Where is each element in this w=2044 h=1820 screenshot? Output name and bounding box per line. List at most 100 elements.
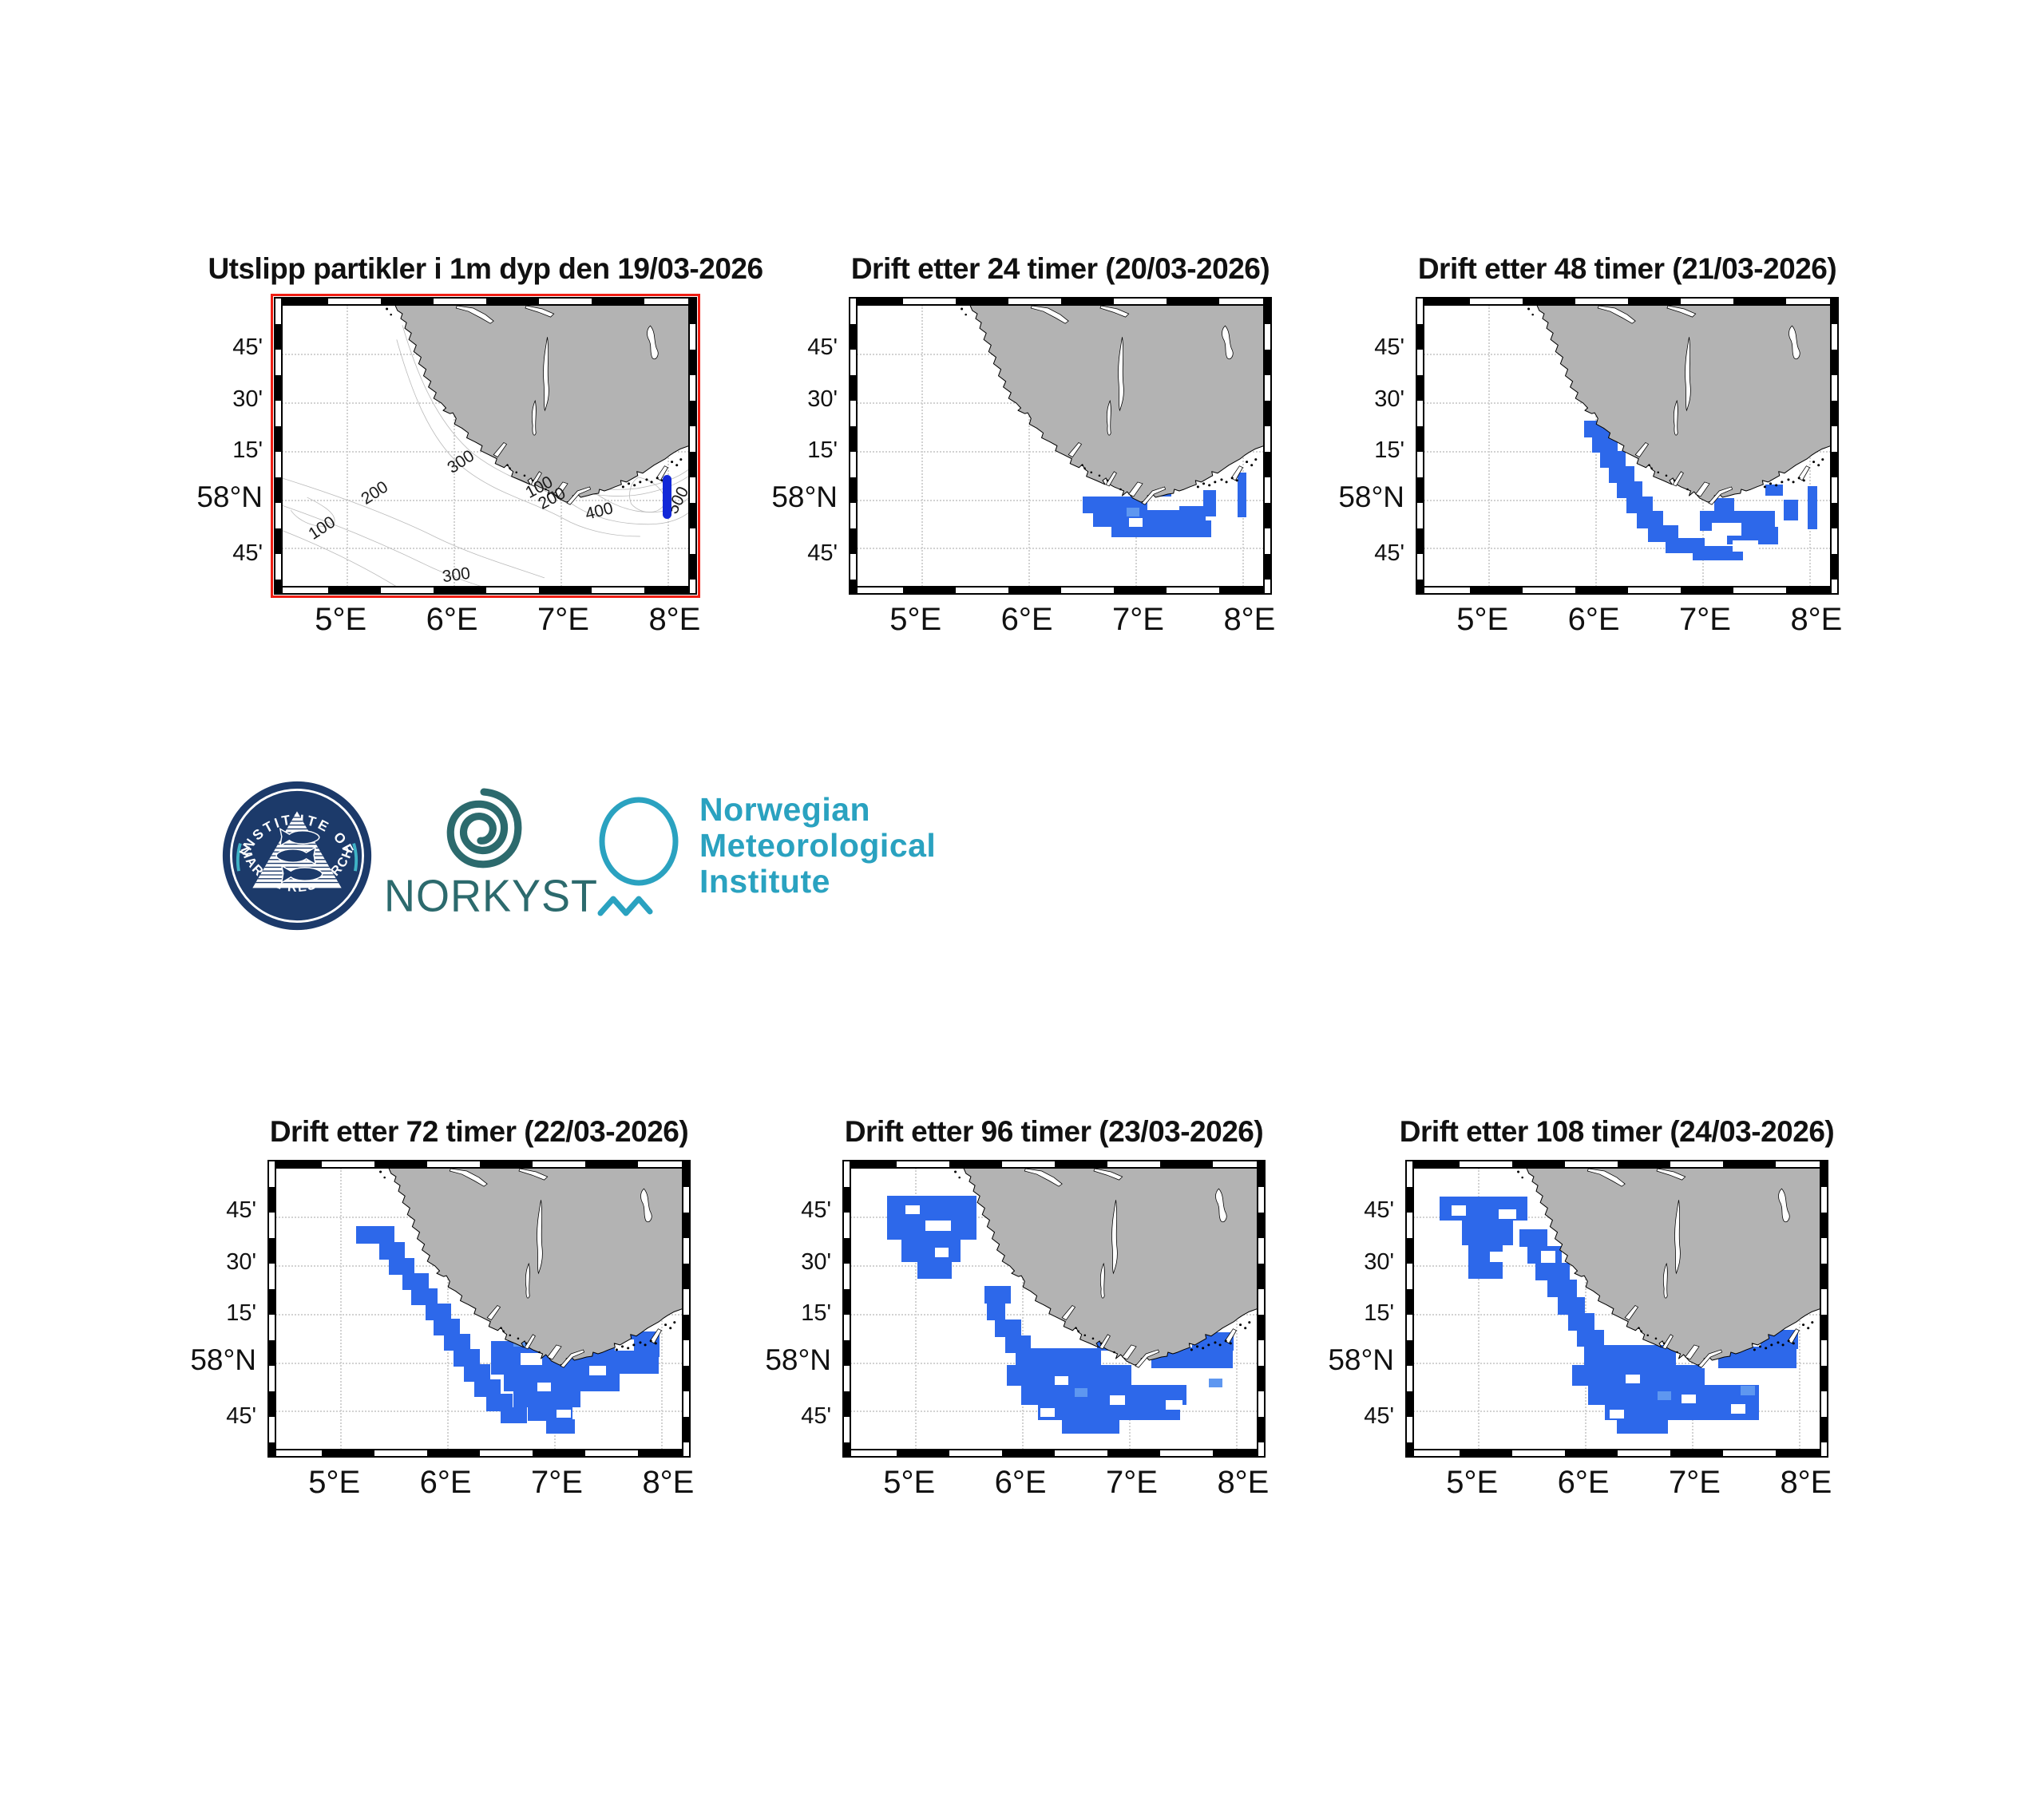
x-axis-label: 8°E [648,602,701,637]
sea-gap [588,1366,607,1376]
y-axis-label: 15' [226,1300,256,1326]
drift-cell [1584,1345,1676,1366]
neatline-edge [1416,297,1424,595]
grid-line-lat [857,499,1264,501]
sea-gap [1732,540,1759,552]
neatline-edge [1820,1160,1828,1458]
sea-gap [537,1382,552,1392]
grid-line-lon [921,305,923,587]
panel-title: Utslipp partikler i 1m dyp den 19/03-202… [208,252,763,285]
y-axis-label: 30' [232,386,263,412]
y-axis-label: 58°N [1338,481,1404,514]
map-panel-72h: Drift etter 72 timer (22/03-2026) 45' 30'… [190,1115,694,1500]
drift-cell [1692,546,1744,560]
sea-gap [1626,1375,1640,1384]
sea-gap [1055,1375,1069,1385]
drift-cell [561,1355,660,1375]
x-axis-label: 5°E [1456,602,1509,637]
drift-cell [486,1394,513,1411]
grid-line-lon [346,305,348,587]
drift-cell [1637,511,1663,528]
sea-gap [1742,1372,1760,1383]
map-panel-24h: Drift etter 24 timer (20/03-2026) 45' 30'… [771,252,1275,637]
map-inner: 300 200 100 100 200 400 500 300 [282,305,689,587]
grid-line-lat [1424,548,1831,550]
norkyst-wave-icon [446,788,522,868]
panel-title: Drift etter 72 timer (22/03-2026) [269,1115,689,1148]
neatline-edge [1263,297,1272,595]
drift-cell [378,1242,406,1260]
sea-gap [1609,1409,1625,1418]
drift-cell-light [1208,1379,1223,1388]
y-axis-label: 15' [232,437,263,463]
map-panel-48h: Drift etter 48 timer (21/03-2026) 45' 30'… [1338,252,1842,637]
x-axis-label: 8°E [642,1465,695,1500]
drift-cell [1591,435,1618,453]
sea-gap [1040,1408,1056,1418]
neatline-edge [1416,586,1839,595]
sea-gap [1712,522,1741,536]
x-axis-label: 5°E [308,1465,361,1500]
y-axis-label: 45' [1364,1197,1394,1224]
y-axis-label: 30' [801,1248,831,1275]
x-axis-label: 6°E [994,1465,1047,1500]
map-inner [1413,1168,1820,1450]
met-institute-name: Norwegian Meteorological Institute [699,791,937,900]
x-axis-label: 7°E [537,602,589,637]
sea-gap [1730,1403,1746,1414]
drift-cell [388,1257,415,1276]
y-axis-label: 45' [1374,540,1404,566]
drift-cell [454,1348,480,1367]
map-inner [1424,305,1831,587]
y-axis-label: 45' [226,1197,256,1224]
y-axis-label: 15' [801,1300,831,1326]
sea-gap [1489,1252,1505,1262]
release-particles-bar [663,474,672,520]
y-axis-label: 45' [1364,1403,1394,1429]
y-axis-label: 58°N [190,1343,256,1377]
drift-cell [425,1303,452,1321]
sea-gap [905,1205,921,1214]
grid-line-lat [282,548,689,550]
sea-gap [1165,1399,1183,1410]
drift-cell-light [1658,1391,1671,1401]
coastline-land [857,305,1264,587]
y-axis-label: 58°N [771,481,838,514]
drift-cell-light [1074,1388,1088,1397]
drift-cell [1237,473,1247,517]
grid-line-lon [453,305,455,587]
drift-cell [1604,1403,1760,1421]
grid-line-lon [339,1168,342,1450]
grid-line-lon [1584,1168,1586,1450]
neatline-edge [1830,297,1839,595]
neatline-edge [1405,1160,1828,1169]
x-axis-label: 5°E [883,1465,936,1500]
drift-cell [501,1407,527,1423]
drift-cell [1626,497,1653,514]
grid-line-lon [1477,1168,1480,1450]
drift-cell [901,1238,961,1263]
neatline-edge [1416,297,1839,306]
drift-cell [434,1318,460,1336]
map-inner [275,1168,683,1450]
drift-cell [1599,450,1626,469]
sea-gap [1451,1205,1467,1216]
x-axis-label: 5°E [1446,1465,1499,1500]
y-axis-label: 58°N [1328,1343,1394,1377]
drift-cell [503,1373,620,1392]
y-axis-label: 45' [801,1197,831,1224]
coastline-land [850,1168,1258,1450]
neatline-edge [1405,1160,1414,1458]
panel-title: Drift etter 108 timer (24/03-2026) [1399,1115,1835,1148]
x-axis-label: 7°E [1112,602,1164,637]
contour-depth-label: 300 [441,564,472,586]
drift-cell [464,1364,490,1382]
neatline-edge [688,297,697,595]
map-frame: 45' 30' 15' 58°N 45' 5°E 6°E 7°E 8°E [771,297,1275,637]
neatline-edge [842,1160,1266,1169]
drift-cell [1037,1403,1181,1421]
met-zigzag-icon [597,896,653,916]
neatline-edge [849,297,858,595]
x-axis-label: 5°E [315,602,367,637]
map-panel-108h: Drift etter 108 timer (24/03-2026) 45' 30… [1328,1115,1834,1500]
